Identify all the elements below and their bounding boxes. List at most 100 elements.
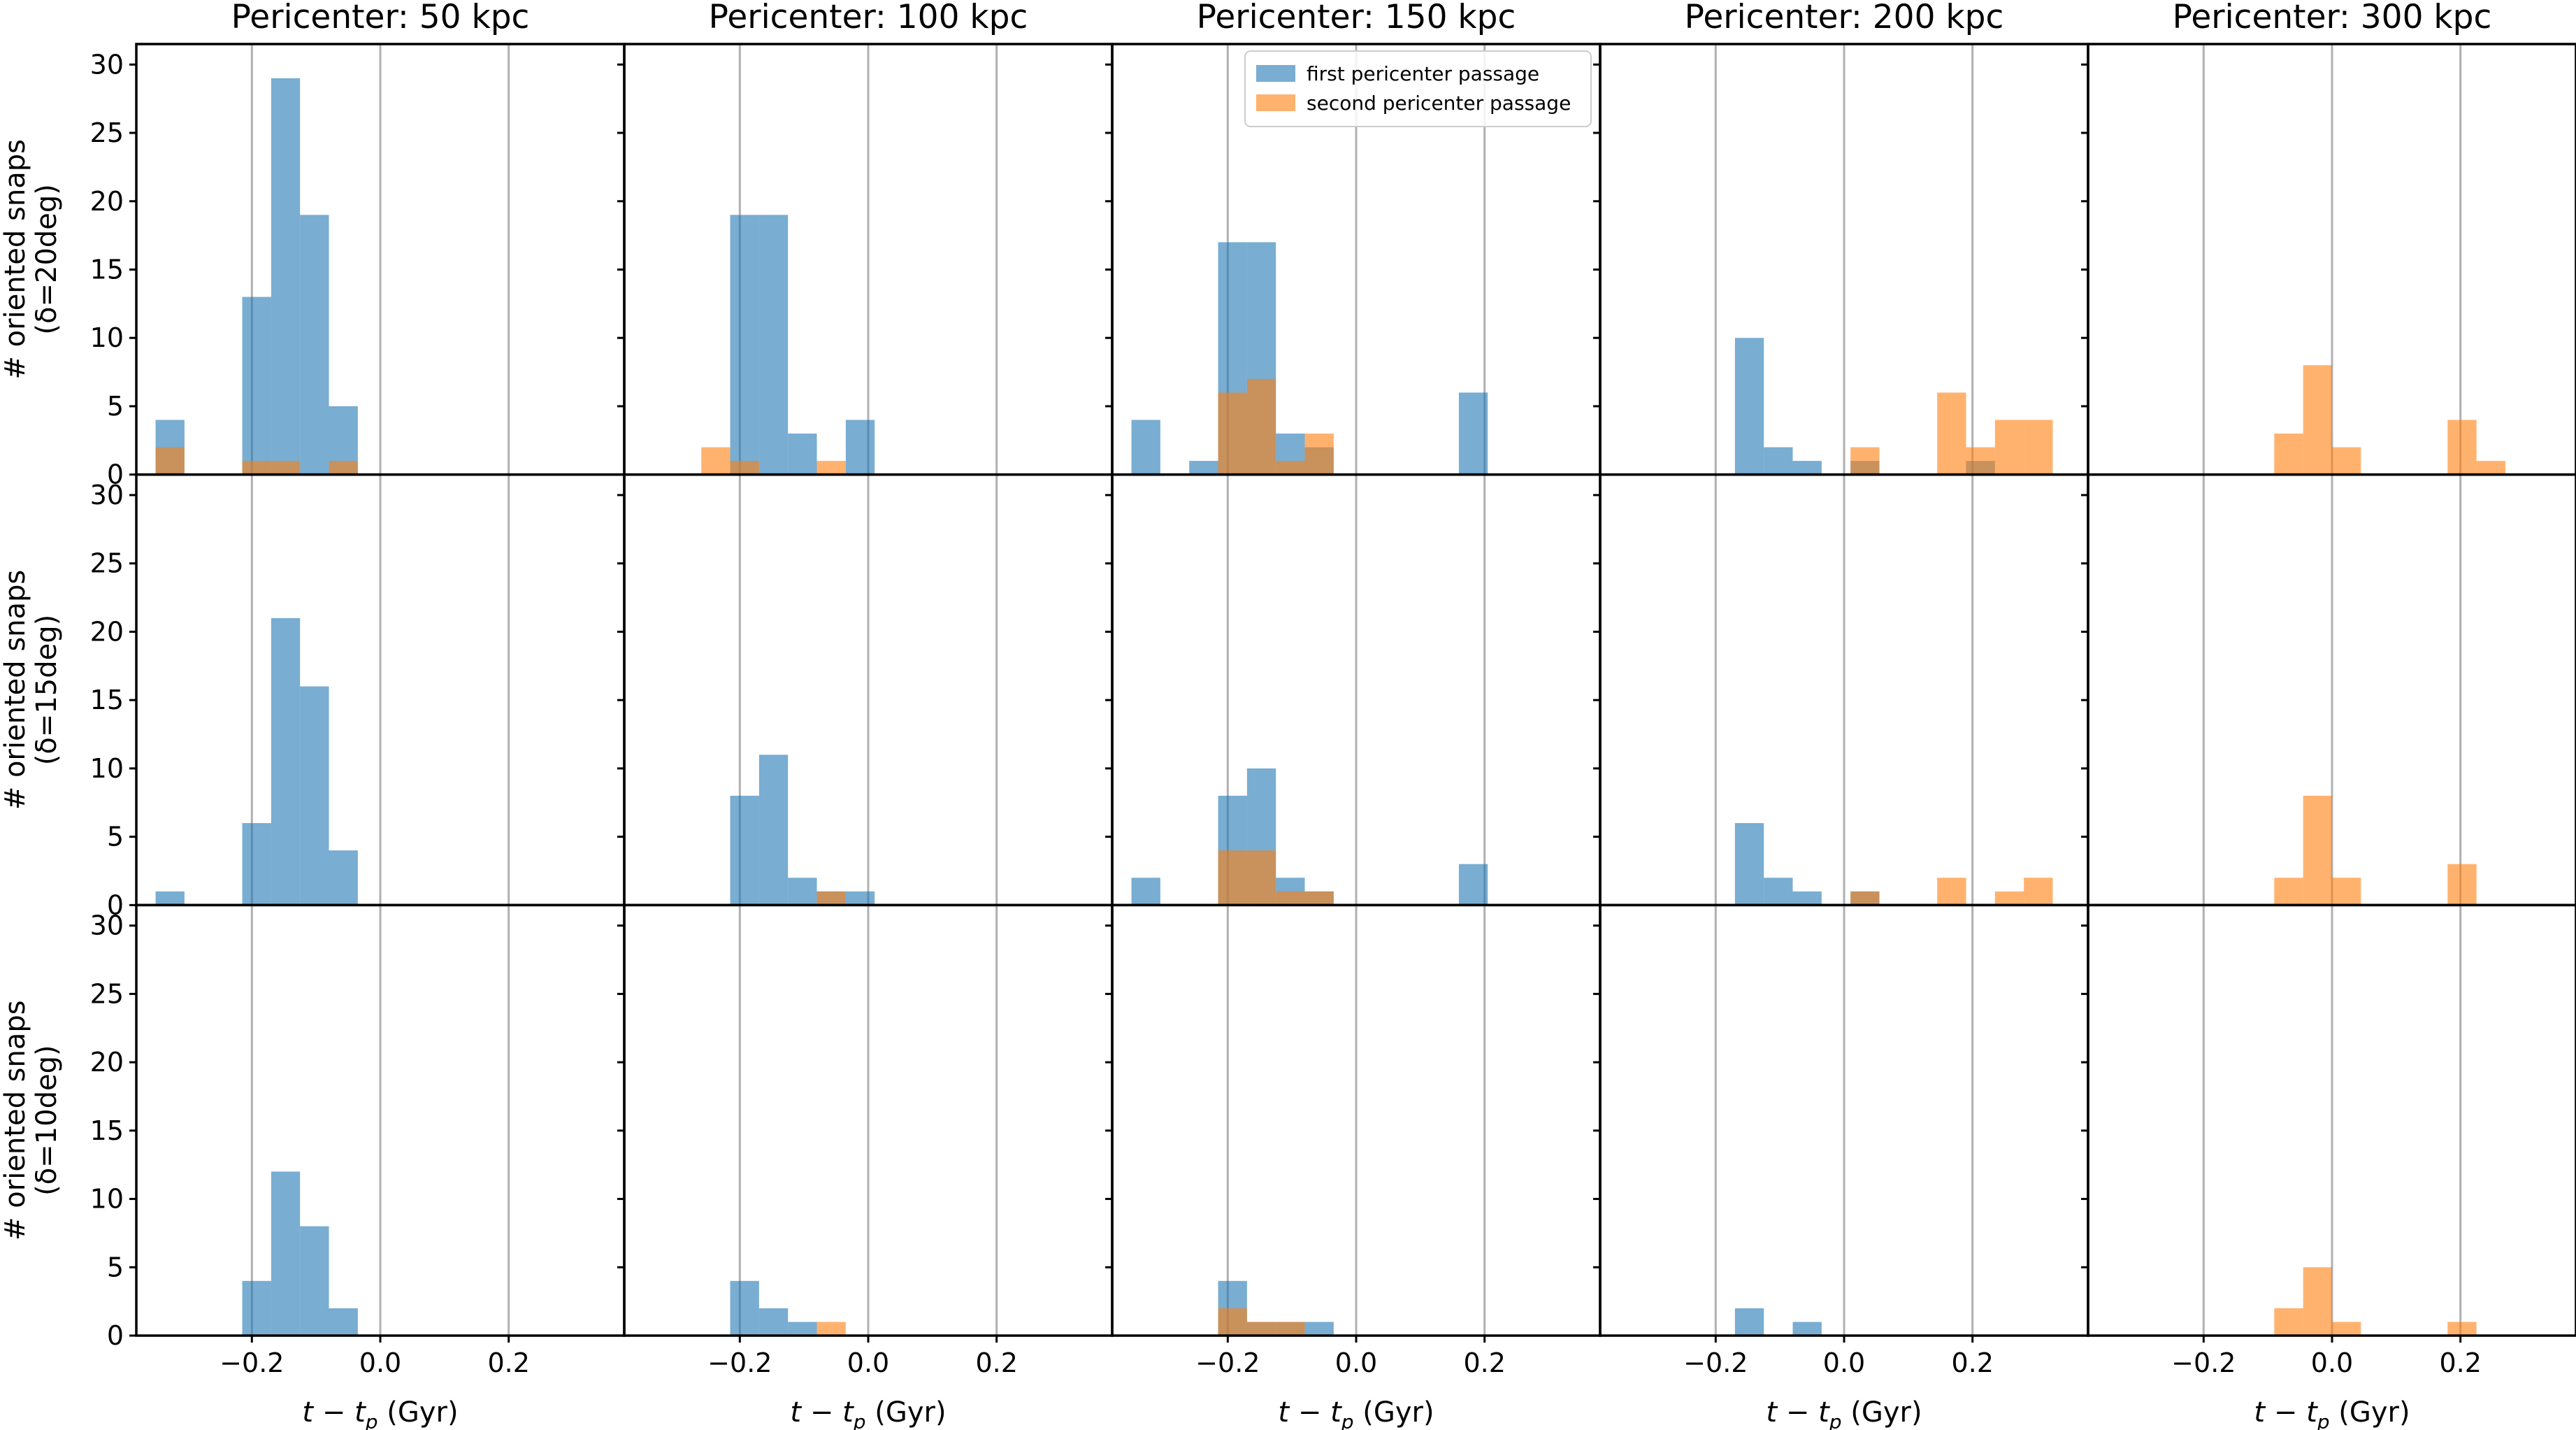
- panel-frame: [2087, 903, 2576, 1337]
- first-pericenter-bar: [730, 1280, 759, 1336]
- y-axis-sublabel: (δ=15deg): [31, 615, 63, 766]
- x-axis-label: t − tp (Gyr): [790, 1396, 946, 1430]
- second-pericenter-bar: [2274, 878, 2303, 906]
- second-pericenter-bar: [1966, 447, 1995, 475]
- first-pericenter-bar: [788, 878, 817, 906]
- panel-r3-c3: −0.2 0.0 0.2 t − tp (Gyr): [1105, 905, 1506, 1430]
- row-label: # oriented snaps (δ=10deg): [0, 1000, 63, 1240]
- second-pericenter-bar: [2332, 1322, 2361, 1336]
- second-pericenter-bar: [2303, 795, 2332, 906]
- first-pericenter-bar: [329, 850, 358, 906]
- panels-layer: 051015202530051015202530051015202530−0.2…: [90, 44, 2505, 1430]
- y-tick-label: 20: [90, 1047, 124, 1078]
- x-tick-label: −0.2: [1683, 1347, 1748, 1378]
- legend-swatch: [1256, 65, 1295, 82]
- legend-box: [1244, 50, 1592, 127]
- first-pericenter-bar: [242, 823, 271, 906]
- second-pericenter-bar: [242, 461, 271, 475]
- second-pericenter-bar: [2332, 878, 2361, 906]
- second-pericenter-bar: [2332, 447, 2361, 475]
- second-pericenter-bar: [1994, 420, 2024, 475]
- x-tick-label: 0.2: [487, 1347, 529, 1378]
- first-pericenter-bar: [300, 215, 329, 475]
- second-pericenter-bar: [1218, 1308, 1247, 1336]
- second-pericenter-bar: [1304, 434, 1334, 475]
- x-tick-label: 0.0: [1823, 1347, 1865, 1378]
- x-tick-label: −0.2: [1195, 1347, 1260, 1378]
- y-axis-label: # oriented snaps: [0, 1000, 31, 1240]
- x-tick-label: 0.2: [1951, 1347, 1993, 1378]
- first-pericenter-bar: [1764, 878, 1793, 906]
- second-pericenter-bar: [1276, 461, 1305, 475]
- column-title: Pericenter: 200 kpc: [1685, 0, 2004, 36]
- y-tick-label: 25: [90, 548, 124, 579]
- frame-layer: [135, 43, 2576, 1337]
- y-tick-label: 0: [107, 459, 124, 490]
- first-pericenter-bar: [1458, 864, 1488, 906]
- panel-r2-c4: [1593, 474, 2053, 906]
- panel-r2-c2: [617, 474, 998, 906]
- first-pericenter-bar: [271, 617, 301, 906]
- second-pericenter-bar: [701, 447, 731, 475]
- y-tick-label: 10: [90, 753, 124, 784]
- second-pericenter-bar: [2447, 864, 2477, 906]
- second-pericenter-bar: [2303, 1267, 2332, 1336]
- x-tick-label: −0.2: [707, 1347, 772, 1378]
- y-tick-label: 30: [90, 480, 124, 510]
- column-title: Pericenter: 150 kpc: [1197, 0, 1516, 36]
- second-pericenter-bar: [1218, 850, 1247, 906]
- first-pericenter-bar: [271, 78, 301, 475]
- legend-label: second pericenter passage: [1307, 92, 1571, 115]
- y-axis-sublabel: (δ=20deg): [31, 184, 63, 335]
- second-pericenter-bar: [2303, 365, 2332, 475]
- second-pericenter-bar: [155, 447, 185, 475]
- column-title: Pericenter: 50 kpc: [231, 0, 530, 36]
- first-pericenter-bar: [788, 434, 817, 475]
- x-tick-label: 0.0: [359, 1347, 401, 1378]
- first-pericenter-bar: [758, 1308, 789, 1336]
- row-label: # oriented snaps (δ=15deg): [0, 570, 63, 810]
- second-pericenter-bar: [1304, 891, 1334, 906]
- first-pericenter-bar: [1131, 420, 1160, 475]
- x-tick-label: 0.0: [2311, 1347, 2353, 1378]
- x-axis-label: t − tp (Gyr): [2254, 1396, 2410, 1430]
- first-pericenter-bar: [1131, 878, 1160, 906]
- second-pericenter-bar: [730, 461, 759, 475]
- y-tick-label: 10: [90, 322, 124, 353]
- second-pericenter-bar: [1937, 878, 1966, 906]
- second-pericenter-bar: [816, 1322, 846, 1336]
- labels-layer: Pericenter: 50 kpc Pericenter: 100 kpc Per…: [0, 0, 2491, 1240]
- x-axis-label: t − tp (Gyr): [1766, 1396, 1922, 1430]
- column-title: Pericenter: 300 kpc: [2173, 0, 2492, 36]
- first-pericenter-bar: [242, 296, 271, 475]
- second-pericenter-bar: [1246, 378, 1276, 475]
- y-axis-sublabel: (δ=10deg): [31, 1045, 63, 1196]
- x-tick-label: −0.2: [220, 1347, 284, 1378]
- y-tick-label: 30: [90, 910, 124, 941]
- second-pericenter-bar: [329, 461, 358, 475]
- y-tick-label: 0: [107, 1320, 124, 1351]
- second-pericenter-bar: [1850, 447, 1880, 475]
- x-tick-label: 0.0: [847, 1347, 889, 1378]
- first-pericenter-bar: [1792, 891, 1822, 906]
- y-tick-label: 0: [107, 889, 124, 920]
- second-pericenter-bar: [2274, 1308, 2303, 1336]
- second-pericenter-bar: [1276, 891, 1305, 906]
- second-pericenter-bar: [1850, 891, 1880, 906]
- second-pericenter-bar: [2476, 461, 2505, 475]
- x-tick-label: 0.2: [2439, 1347, 2481, 1378]
- first-pericenter-bar: [300, 686, 329, 906]
- y-tick-label: 30: [90, 49, 124, 80]
- x-tick-label: 0.2: [1463, 1347, 1505, 1378]
- first-pericenter-bar: [730, 795, 759, 906]
- second-pericenter-bar: [816, 461, 846, 475]
- first-pericenter-bar: [845, 420, 875, 475]
- second-pericenter-bar: [1246, 1322, 1276, 1336]
- panel-r1-c1: 0 5 10 15 20 25 30: [90, 44, 510, 490]
- second-pericenter-bar: [2447, 420, 2477, 475]
- first-pericenter-bar: [271, 1171, 301, 1336]
- x-tick-label: 0.2: [975, 1347, 1017, 1378]
- panel-r1-c2: [617, 44, 998, 476]
